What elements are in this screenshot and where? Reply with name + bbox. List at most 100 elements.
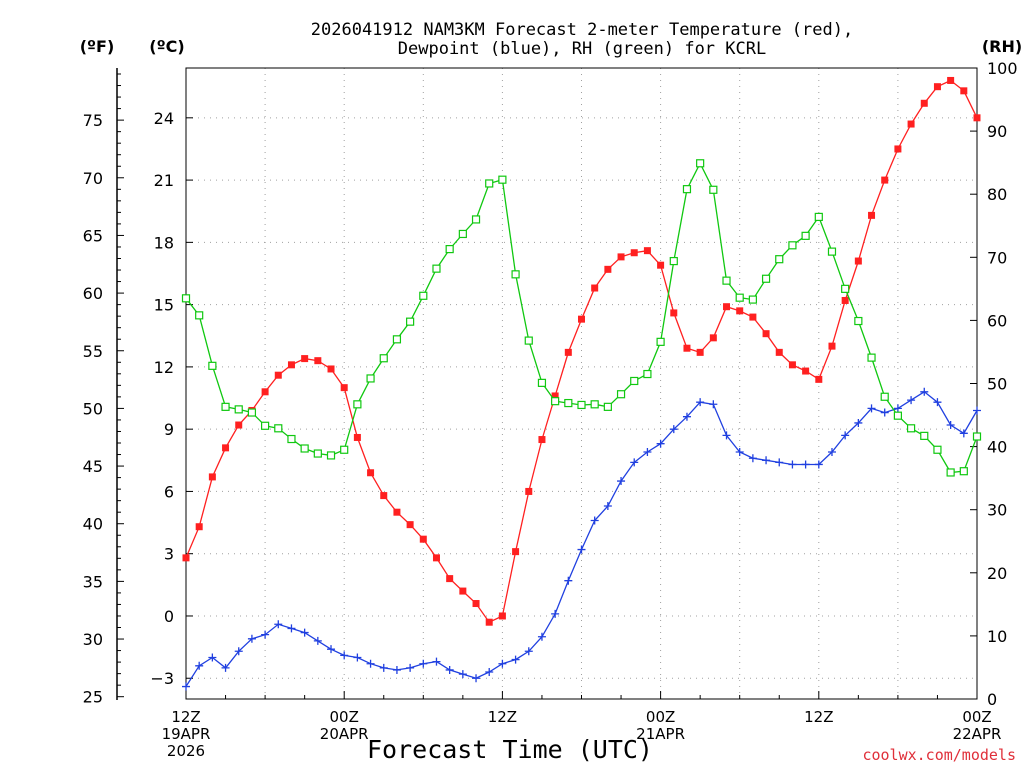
x-tick-label: 22APR xyxy=(953,725,1002,743)
temperature-point xyxy=(591,284,599,292)
dewpoint-series-line xyxy=(185,391,978,687)
rh-point xyxy=(392,335,402,344)
dewpoint-point xyxy=(814,460,823,469)
fahrenheit-tick-label: 40 xyxy=(83,515,103,534)
temperature-point xyxy=(432,554,440,562)
rh-point xyxy=(181,294,191,303)
dewpoint-point xyxy=(973,406,981,415)
temperature-point xyxy=(960,87,968,95)
dewpoint-point xyxy=(643,447,652,456)
temperature-point xyxy=(498,612,506,620)
rh-tick-label: 0 xyxy=(987,690,997,709)
dewpoint-point xyxy=(617,477,626,486)
temperature-point xyxy=(815,375,823,383)
temperature-point xyxy=(775,348,783,356)
series xyxy=(181,76,982,691)
rh-point xyxy=(524,336,533,345)
rh-tick-label: 10 xyxy=(987,627,1007,646)
dewpoint-point xyxy=(511,655,520,664)
dewpoint-point xyxy=(946,421,955,430)
dewpoint-point xyxy=(656,439,665,448)
x-tick-label: 12Z xyxy=(171,708,200,726)
celsius-tick-label: 15 xyxy=(154,296,174,315)
rh-point xyxy=(906,424,916,433)
dewpoint-point xyxy=(340,651,349,660)
rh-point xyxy=(735,293,744,302)
fahrenheit-tick-label: 50 xyxy=(83,399,103,418)
dewpoint-point xyxy=(392,665,401,674)
fahrenheit-tick-label: 60 xyxy=(83,284,103,303)
temperature-point xyxy=(564,348,572,356)
rh-point xyxy=(313,449,322,458)
x-tick-label: 00Z xyxy=(962,708,991,726)
dewpoint-point xyxy=(287,624,296,633)
rh-tick-label: 70 xyxy=(987,248,1007,267)
rh-point xyxy=(234,405,243,414)
fahrenheit-tick-label: 30 xyxy=(83,630,103,649)
dewpoint-point xyxy=(709,400,718,409)
temperature-point xyxy=(208,473,216,481)
fahrenheit-tick-label: 55 xyxy=(83,342,103,361)
temperature-point xyxy=(472,600,480,608)
rh-point xyxy=(458,229,467,239)
temperature-point xyxy=(881,176,889,184)
x-tick-label: 12Z xyxy=(804,708,833,726)
fahrenheit-tick-label: 35 xyxy=(83,572,103,591)
axis-ticks: −3 0 3 6 9 12 15 18 21 24 25 30 35 40 45 50 55 60 65 70 75 0 1… xyxy=(83,59,1018,760)
x-tick-label: 21APR xyxy=(636,725,685,743)
temperature-point xyxy=(788,361,796,369)
rh-tick-label: 80 xyxy=(987,185,1007,204)
temperature-point xyxy=(512,548,520,556)
dewpoint-point xyxy=(379,663,388,672)
x-tick-label: 19APR xyxy=(162,725,211,743)
dewpoint-point xyxy=(735,447,744,456)
temperature-series-line xyxy=(185,79,978,624)
temperature-point xyxy=(762,330,770,338)
rh-point xyxy=(920,431,929,440)
temperature-point xyxy=(578,315,585,323)
rh-tick-label: 30 xyxy=(987,501,1007,520)
rh-point xyxy=(933,445,942,454)
temperature-point xyxy=(854,257,862,265)
dewpoint-point xyxy=(524,647,533,656)
rh-point xyxy=(801,231,810,240)
temperature-point xyxy=(261,388,269,396)
dewpoint-point xyxy=(564,576,573,585)
celsius-tick-label: 21 xyxy=(154,171,174,190)
rh-point xyxy=(287,434,296,444)
temperature-point xyxy=(525,487,533,495)
fahrenheit-tick-label: 65 xyxy=(83,226,103,245)
rh-point xyxy=(616,390,626,399)
dewpoint-point xyxy=(696,398,705,407)
temperature-point xyxy=(485,618,493,626)
rh-point xyxy=(340,445,349,454)
rh-point xyxy=(445,244,454,254)
temperature-point xyxy=(393,508,401,516)
temperature-point xyxy=(380,492,388,500)
celsius-tick-label: 12 xyxy=(154,358,174,377)
rh-point xyxy=(195,311,204,320)
rh-point xyxy=(854,316,863,326)
dewpoint-point xyxy=(933,398,942,407)
rh-point xyxy=(366,374,375,383)
rh-point xyxy=(577,400,586,410)
dewpoint-point xyxy=(353,653,362,662)
dewpoint-point xyxy=(669,425,678,434)
temperature-point xyxy=(314,357,322,365)
dewpoint-point xyxy=(419,659,428,668)
rh-point xyxy=(682,185,692,194)
temperature-point xyxy=(709,334,717,342)
rh-point xyxy=(221,402,230,411)
temperature-point xyxy=(802,367,810,375)
fahrenheit-tick-label: 45 xyxy=(83,457,103,476)
rh-point xyxy=(788,241,797,250)
celsius-tick-label: 6 xyxy=(164,482,174,501)
temperature-point xyxy=(604,265,612,273)
temperature-point xyxy=(828,342,836,350)
celsius-tick-label: 3 xyxy=(164,545,174,564)
credit-text: coolwx.com/models xyxy=(862,746,1016,764)
temperature-point xyxy=(643,247,651,255)
rh-point xyxy=(247,408,257,417)
temperature-point xyxy=(340,384,348,392)
temperature-point xyxy=(353,433,361,441)
